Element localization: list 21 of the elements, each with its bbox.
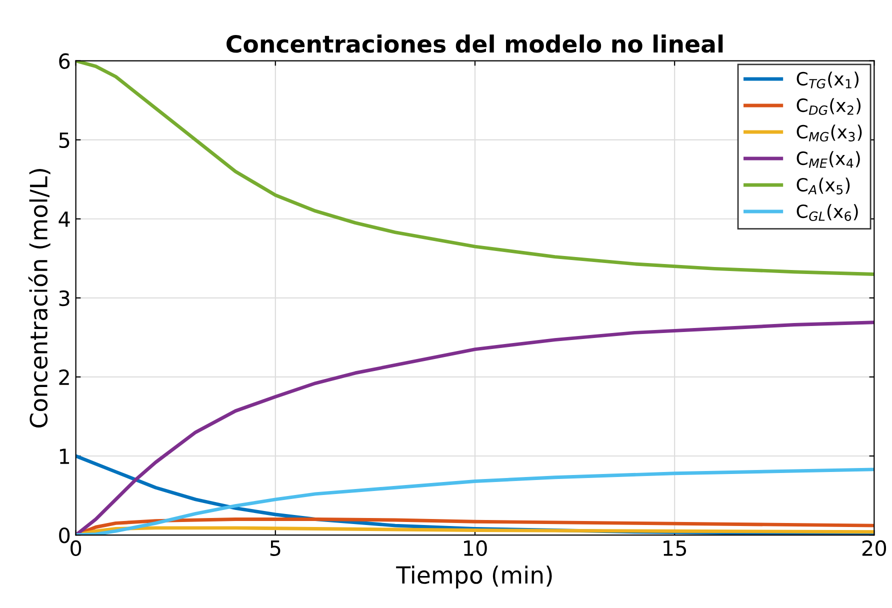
y-tick-label: 0 — [59, 527, 70, 544]
chart-title: Concentraciones del modelo no lineal — [226, 34, 723, 53]
legend-label: C$_{ME}$(x$_{4}$) — [796, 151, 860, 168]
x-tick-label: 20 — [862, 540, 886, 556]
y-tick-label: 5 — [59, 132, 70, 148]
x-tick-label: 0 — [70, 540, 82, 556]
y-tick-label: 6 — [59, 53, 70, 70]
legend-label: C$_{A}$(x$_{5}$) — [796, 178, 850, 194]
legend-label: C$_{DG}$(x$_{2}$) — [796, 98, 861, 115]
y-tick-label: 1 — [60, 448, 70, 464]
legend-label: C$_{GL}$(x$_{6}$) — [796, 204, 858, 221]
x-axis-title: Tiempo (min) — [396, 566, 552, 588]
y-axis-title: Concentración (mol/L) — [28, 169, 50, 428]
x-tick-label: 10 — [464, 540, 487, 556]
x-tick-label: 5 — [270, 540, 280, 556]
legend-label: C$_{TG}$(x$_{1}$) — [796, 72, 859, 88]
y-tick-label: 4 — [58, 212, 70, 227]
y-tick-label: 3 — [59, 290, 70, 306]
x-tick-label: 15 — [664, 540, 686, 556]
legend-label: C$_{MG}$(x$_{3}$) — [796, 124, 862, 142]
y-tick-label: 2 — [59, 369, 69, 385]
